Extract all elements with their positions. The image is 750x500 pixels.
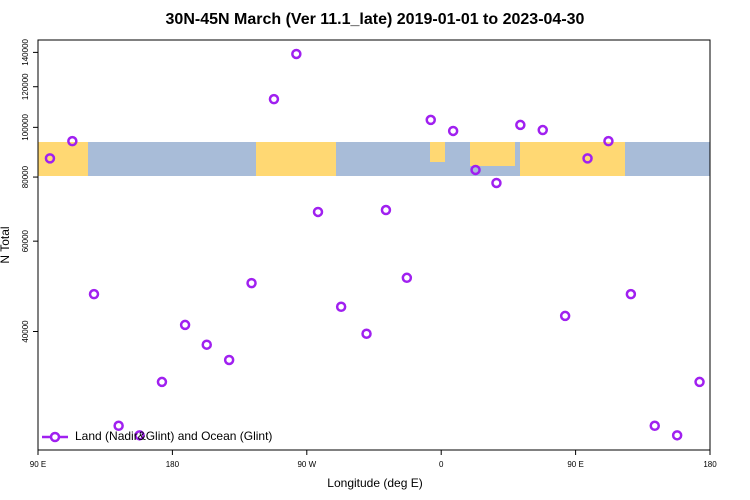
x-tick-label: 90 E [30,460,46,469]
data-point [88,288,100,300]
data-point [671,430,683,441]
world-map-band [38,142,710,176]
data-point [380,204,392,216]
plot-frame [37,39,711,451]
y-tick-label: 100000 [21,113,30,140]
x-axis-label: Longitude (deg E) [327,476,422,490]
data-point [625,288,637,300]
data-point [515,119,526,131]
data-point [179,319,191,331]
data-point [603,135,614,147]
chart-title: 30N-45N March (Ver 11.1_late) 2019-01-01… [166,11,585,28]
data-point [156,376,168,388]
data-point [694,376,705,388]
data-point [649,420,660,432]
data-point [201,339,212,350]
data-point [425,114,436,126]
y-tick-label: 40000 [21,320,30,343]
data-point [537,124,548,136]
data-point [470,164,481,176]
x-tick-label: 180 [166,460,180,469]
data-point [113,420,124,432]
legend-marker [49,431,61,443]
y-tick-label: 120000 [21,73,30,100]
x-tick-label: 90 W [297,460,316,469]
data-point [491,177,502,189]
legend-label: Land (Nadir&Glint) and Ocean (Glint) [75,429,272,443]
data-point [582,153,593,164]
data-point [44,153,56,164]
data-point [335,301,347,312]
y-tick-label: 80000 [21,165,30,188]
data-point [559,310,571,322]
x-tick-label: 0 [439,460,444,469]
data-point [291,48,302,60]
data-point [447,125,459,137]
data-point [401,272,413,284]
data-point [223,354,235,366]
y-tick-label: 60000 [21,229,30,252]
data-point [134,430,145,441]
data-point [312,206,324,218]
y-tick-label: 140000 [21,38,30,65]
y-axis-label: N Total [0,226,12,263]
data-point [268,93,280,105]
data-point [246,277,257,289]
data-point [361,328,372,339]
data-point [67,135,78,147]
x-tick-label: 90 E [567,460,583,469]
x-tick-label: 180 [703,460,717,469]
